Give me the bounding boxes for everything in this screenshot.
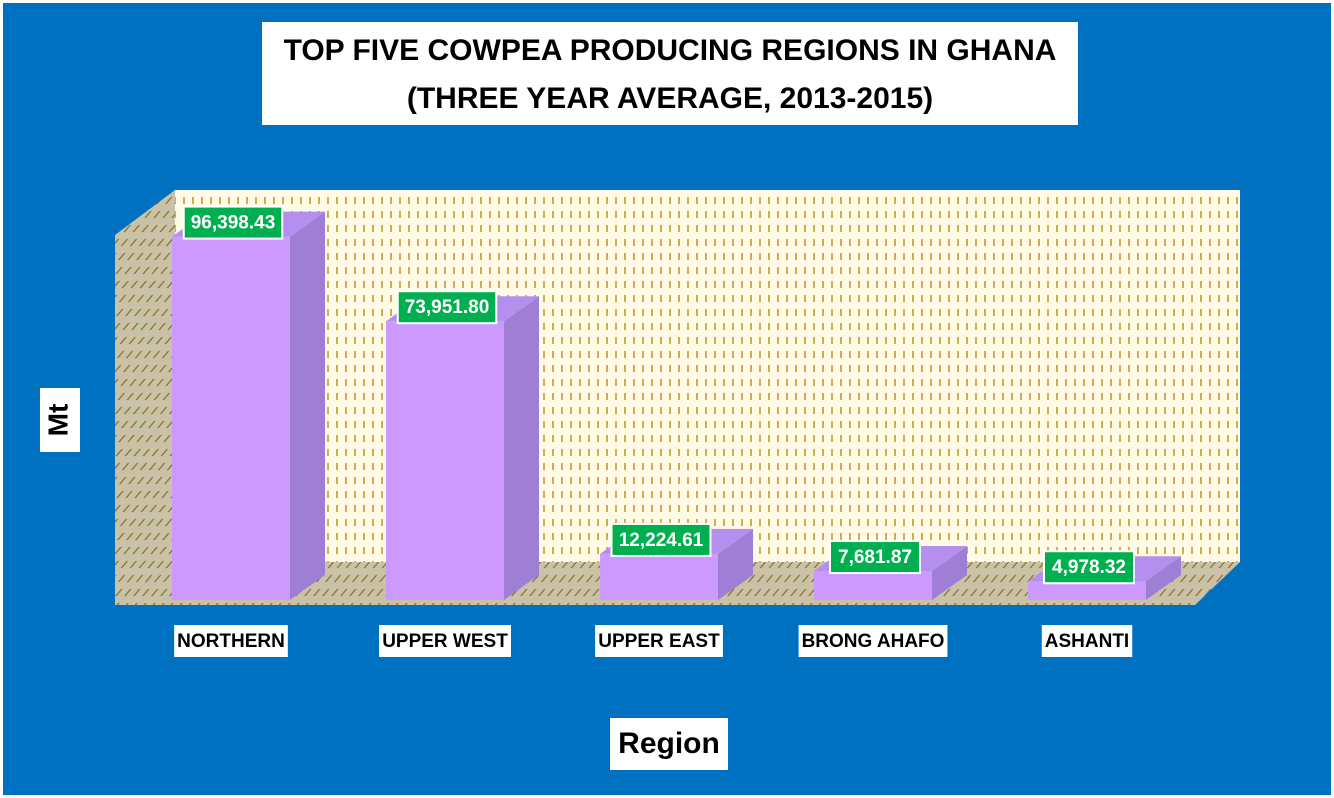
side-wall bbox=[115, 190, 175, 605]
chart-subtitle: (THREE YEAR AVERAGE, 2013-2015) bbox=[407, 82, 933, 115]
bar-side bbox=[1146, 556, 1181, 600]
bar bbox=[814, 571, 932, 600]
value-label-box bbox=[1043, 550, 1135, 585]
bar bbox=[600, 553, 718, 600]
value-label: 73,951.80 bbox=[405, 297, 490, 318]
x-tick-label-box bbox=[174, 625, 288, 657]
chart-title: TOP FIVE COWPEA PRODUCING REGIONS IN GHA… bbox=[284, 34, 1057, 67]
bar-side bbox=[504, 296, 539, 600]
value-label-box bbox=[610, 522, 712, 557]
x-tick-label-box bbox=[798, 625, 948, 657]
value-label: 4,978.32 bbox=[1052, 557, 1126, 578]
y-label-box bbox=[40, 388, 80, 452]
bar-side bbox=[932, 546, 967, 600]
x-tick-label: UPPER EAST bbox=[598, 631, 720, 652]
bar bbox=[172, 236, 290, 600]
value-label: 12,224.61 bbox=[619, 530, 704, 551]
value-label: 7,681.87 bbox=[838, 547, 912, 568]
bar bbox=[386, 321, 504, 600]
value-label-box bbox=[396, 290, 498, 325]
back-wall bbox=[175, 190, 1240, 562]
x-label-box bbox=[610, 718, 728, 770]
x-tick-label: BRONG AHAFO bbox=[802, 631, 945, 652]
value-label-box bbox=[829, 540, 921, 575]
x-tick-label-box bbox=[1041, 625, 1133, 657]
y-axis-label: Mt bbox=[42, 404, 73, 437]
title-box bbox=[262, 22, 1078, 125]
x-tick-label: NORTHERN bbox=[177, 631, 285, 652]
bar bbox=[1028, 581, 1146, 600]
bar-side bbox=[718, 528, 753, 600]
value-label: 96,398.43 bbox=[191, 213, 276, 234]
x-tick-label: UPPER WEST bbox=[382, 631, 508, 652]
x-tick-label: ASHANTI bbox=[1045, 631, 1129, 652]
x-tick-label-box bbox=[595, 625, 723, 657]
x-tick-label-box bbox=[378, 625, 512, 657]
bar-side bbox=[290, 211, 325, 600]
value-label-box bbox=[182, 205, 284, 240]
x-axis-label: Region bbox=[618, 727, 720, 760]
